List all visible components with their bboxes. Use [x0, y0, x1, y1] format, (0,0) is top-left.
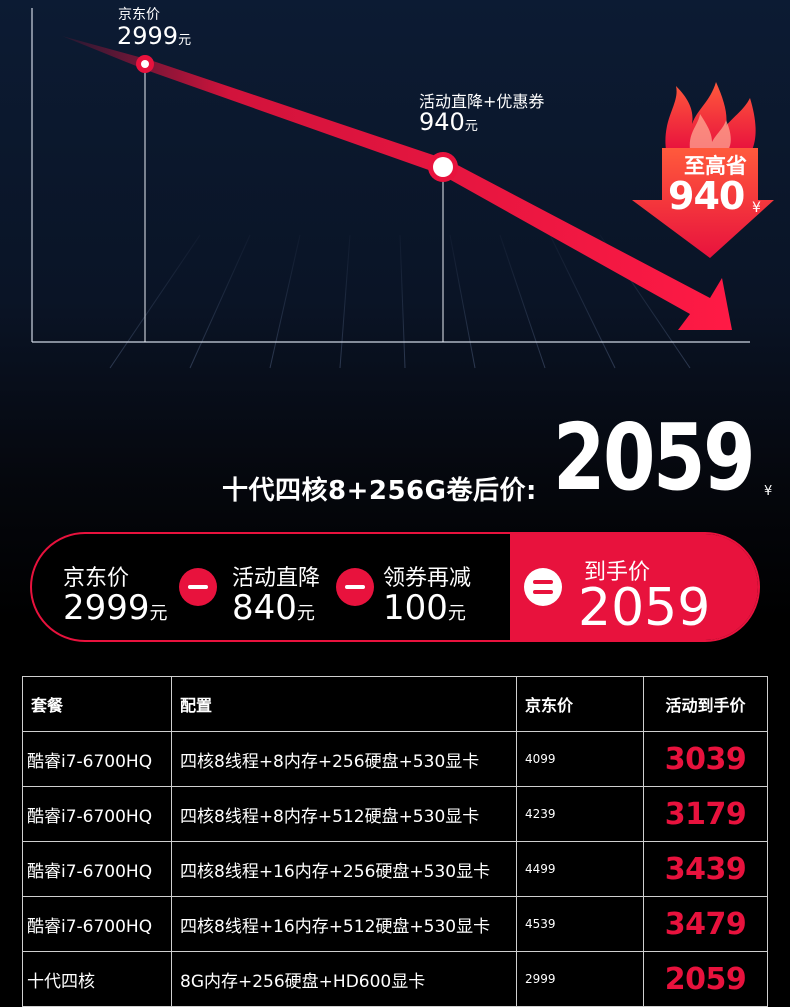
promo-price: 2059	[553, 404, 756, 511]
cell-deal-price: 3179	[643, 786, 768, 842]
cell-config: 四核8线程+16内存+512硬盘+530显卡	[171, 896, 517, 952]
final-price-label: 到手价	[584, 560, 651, 585]
cell-jd-price: 4239	[516, 786, 644, 842]
save-unit: ¥	[752, 200, 761, 216]
activity-value: 940元	[419, 108, 478, 136]
table-row: 酷睿i7-6700HQ 四核8线程+8内存+256硬盘+530显卡 4099 3…	[22, 731, 768, 787]
perspective-grid	[45, 234, 760, 369]
cell-config: 四核8线程+8内存+256硬盘+530显卡	[171, 731, 517, 787]
cell-config: 四核8线程+8内存+512硬盘+530显卡	[171, 786, 517, 842]
header-jd-price: 京东价	[516, 676, 644, 732]
cell-deal-price: 3439	[643, 841, 768, 897]
breakdown-coupon-label: 领券再减	[383, 566, 472, 591]
price-drop-chart	[31, 8, 774, 369]
config-table: 套餐 配置 京东价 活动到手价 酷睿i7-6700HQ 四核8线程+8内存+25…	[22, 676, 768, 1007]
table-row: 酷睿i7-6700HQ 四核8线程+16内存+512硬盘+530显卡 4539 …	[22, 896, 768, 952]
cell-package: 十代四核	[22, 951, 172, 1007]
header-package: 套餐	[22, 676, 172, 732]
table-row: 酷睿i7-6700HQ 四核8线程+16内存+256硬盘+530显卡 4499 …	[22, 841, 768, 897]
cell-jd-price: 4099	[516, 731, 644, 787]
save-badge-arrow	[632, 148, 774, 258]
equals-icon	[524, 568, 562, 606]
cell-jd-price: 4499	[516, 841, 644, 897]
header-deal-price: 活动到手价	[643, 676, 768, 732]
breakdown-jd-label: 京东价	[63, 566, 130, 591]
save-value: 940	[668, 174, 745, 218]
table-row: 酷睿i7-6700HQ 四核8线程+8内存+512硬盘+530显卡 4239 3…	[22, 786, 768, 842]
cell-jd-price: 4539	[516, 896, 644, 952]
header-config: 配置	[171, 676, 517, 732]
cell-package: 酷睿i7-6700HQ	[22, 896, 172, 952]
save-label: 至高省	[684, 154, 747, 178]
cell-deal-price: 3039	[643, 731, 768, 787]
final-price-value: 2059	[578, 578, 711, 638]
promo-unit: ¥	[764, 484, 773, 499]
jd-price-label: 京东价	[118, 7, 160, 23]
cell-config: 四核8线程+16内存+256硬盘+530显卡	[171, 841, 517, 897]
activity-label: 活动直降+优惠券	[419, 92, 545, 111]
breakdown-discount-label: 活动直降	[232, 566, 321, 591]
table-header-row: 套餐 配置 京东价 活动到手价	[22, 676, 768, 732]
breakdown-coupon-value: 100元	[383, 588, 466, 628]
breakdown-discount-value: 840元	[232, 588, 315, 628]
cell-deal-price: 3479	[643, 896, 768, 952]
promo-title: 十代四核8+256G卷后价:	[222, 476, 537, 506]
jd-price-value: 2999元	[117, 22, 192, 50]
cell-jd-price: 2999	[516, 951, 644, 1007]
price-breakdown: 京东价 2999元 活动直降 840元 领券再减 100元 到手价 2059	[30, 532, 760, 642]
cell-package: 酷睿i7-6700HQ	[22, 841, 172, 897]
trend-arrow	[62, 36, 732, 330]
cell-deal-price: 2059	[643, 951, 768, 1007]
flame-icon	[665, 82, 756, 150]
minus-icon	[336, 568, 374, 606]
cell-config: 8G内存+256硬盘+HD600显卡	[171, 951, 517, 1007]
cell-package: 酷睿i7-6700HQ	[22, 731, 172, 787]
table-row: 十代四核 8G内存+256硬盘+HD600显卡 2999 2059	[22, 951, 768, 1007]
minus-icon	[179, 568, 217, 606]
cell-package: 酷睿i7-6700HQ	[22, 786, 172, 842]
breakdown-jd-value: 2999元	[63, 588, 168, 628]
